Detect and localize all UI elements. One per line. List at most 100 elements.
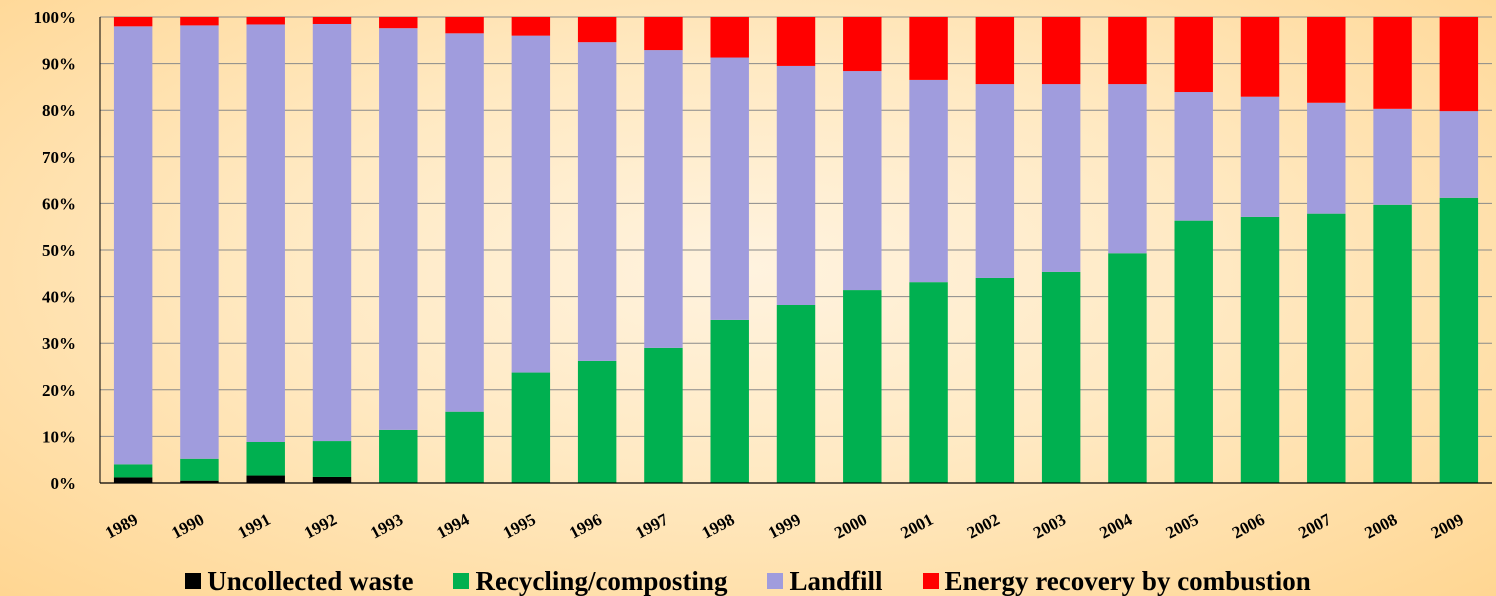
x-tick-label: 2001 [898, 510, 937, 543]
bar-segment-1993-3 [379, 28, 418, 430]
bar-segment-2003-4 [1041, 17, 1081, 85]
bar-segment-1990-4 [180, 17, 219, 26]
bar-segment-1997-2 [644, 347, 683, 483]
bar-segment-2005-4 [1174, 17, 1213, 93]
x-tick-label: 1998 [699, 510, 738, 543]
y-tick-label: 30% [42, 334, 76, 353]
bar-segment-1992-2 [312, 441, 352, 477]
bar-segment-1993-2 [379, 429, 418, 483]
bar-segment-1998-2 [710, 319, 749, 483]
bar-segment-2000-4 [843, 17, 882, 72]
bar-segment-2002-4 [975, 17, 1015, 85]
bar-segment-2000-3 [843, 71, 882, 291]
x-tick-label: 2007 [1295, 510, 1334, 543]
bar-segment-1991-1 [246, 475, 285, 483]
bar-segment-1995-2 [511, 372, 551, 483]
bar-segment-2000-2 [843, 290, 882, 483]
x-tick-label: 1992 [301, 510, 340, 543]
y-tick-label: 20% [42, 381, 76, 400]
bar-segment-1990-1 [180, 480, 219, 483]
bar-segment-2001-4 [909, 17, 948, 80]
stacked-bar-chart: 0% 10% 20% 30% 40% 50% 60% 70% 80% 90% 100% 1989 199… [34, 8, 1492, 543]
legend-label: Landfill [789, 565, 883, 596]
y-tick-label: 70% [42, 148, 76, 167]
y-tick-label: 0% [51, 474, 77, 493]
bar-segment-1992-3 [312, 23, 352, 442]
bar-segment-2009-4 [1439, 17, 1479, 112]
bar-segment-1989-3 [113, 26, 153, 465]
x-tick-label: 2003 [1030, 510, 1069, 543]
bar-segment-1991-2 [246, 441, 285, 476]
legend: Uncollected waste Recycling/composting Lan… [0, 566, 1496, 596]
legend-swatch [922, 573, 939, 589]
bar-segment-2006-4 [1240, 17, 1280, 97]
bar-segment-1997-4 [644, 17, 683, 51]
x-tick-label: 1989 [102, 510, 141, 543]
legend-label: Energy recovery by combustion [944, 565, 1311, 596]
bar-segment-1996-4 [577, 17, 617, 43]
bar-segment-1999-2 [776, 304, 816, 483]
x-tick-label: 2000 [831, 510, 870, 543]
bar-segment-1998-3 [710, 57, 749, 320]
y-tick-label: 50% [42, 241, 76, 260]
bar-segment-2008-4 [1373, 17, 1412, 109]
bar-segment-1995-3 [511, 35, 551, 373]
bar-segment-1993-4 [379, 17, 418, 29]
bar-segment-1989-4 [113, 17, 153, 27]
x-tick-label: 1997 [632, 510, 671, 543]
x-tick-label: 2004 [1096, 510, 1135, 543]
bar-segment-1996-2 [577, 360, 617, 483]
bar-segment-1999-4 [776, 17, 816, 66]
bar-segment-1994-4 [445, 17, 484, 34]
bar-segment-1992-1 [312, 476, 352, 483]
bar-segment-2002-3 [975, 84, 1015, 278]
bar-segment-1996-3 [577, 42, 617, 361]
bar-segment-2005-3 [1174, 92, 1213, 221]
bar-segment-2008-3 [1373, 108, 1412, 205]
x-tick-label: 1993 [367, 510, 406, 543]
bar-segment-1991-3 [246, 24, 285, 442]
bar-segment-1989-2 [113, 464, 153, 478]
y-tick-label: 10% [42, 427, 76, 446]
x-tick-label: 1990 [168, 510, 207, 543]
legend-item: Energy recovery by combustion [922, 565, 1311, 596]
x-tick-label: 2009 [1428, 510, 1467, 543]
x-tick-label: 2006 [1229, 510, 1268, 543]
bar-segment-2009-3 [1439, 111, 1479, 198]
legend-label: Recycling/composting [475, 565, 728, 596]
bar-segment-1990-3 [180, 25, 219, 459]
legend-label: Uncollected waste [207, 565, 414, 596]
bar-segment-2004-2 [1108, 253, 1147, 483]
legend-swatch [453, 573, 470, 589]
legend-swatch [185, 573, 202, 589]
bar-segment-1994-2 [445, 411, 484, 483]
bar-segment-1989-1 [113, 477, 153, 483]
bar-segment-1991-4 [246, 17, 285, 25]
bar-segment-2005-2 [1174, 220, 1213, 483]
bar-segment-1992-4 [312, 17, 352, 24]
bar-segment-2003-3 [1041, 84, 1081, 272]
y-tick-label: 100% [34, 8, 77, 27]
x-tick-label: 2002 [964, 510, 1003, 543]
bar-segment-2008-2 [1373, 204, 1412, 483]
bar-segment-1997-3 [644, 50, 683, 348]
x-tick-label: 2008 [1362, 510, 1401, 543]
bar-segment-2007-3 [1307, 102, 1346, 214]
legend-item: Recycling/composting [453, 565, 728, 596]
bar-segment-2001-3 [909, 79, 948, 283]
bar-segment-1994-3 [445, 33, 484, 412]
bar-segment-1998-4 [710, 17, 749, 58]
x-tick-label: 1999 [765, 510, 804, 543]
y-tick-label: 80% [42, 101, 76, 120]
bar-segment-1995-4 [511, 17, 551, 36]
y-tick-label: 60% [42, 194, 76, 213]
bar-segment-2009-2 [1439, 197, 1479, 484]
y-tick-label: 40% [42, 288, 76, 307]
x-tick-label: 1995 [500, 510, 539, 543]
bar-segment-2002-2 [975, 277, 1015, 483]
legend-item: Landfill [767, 565, 883, 596]
bar-segment-2006-2 [1240, 216, 1280, 483]
x-tick-label: 1994 [434, 510, 473, 543]
bar-segment-2004-4 [1108, 17, 1147, 85]
